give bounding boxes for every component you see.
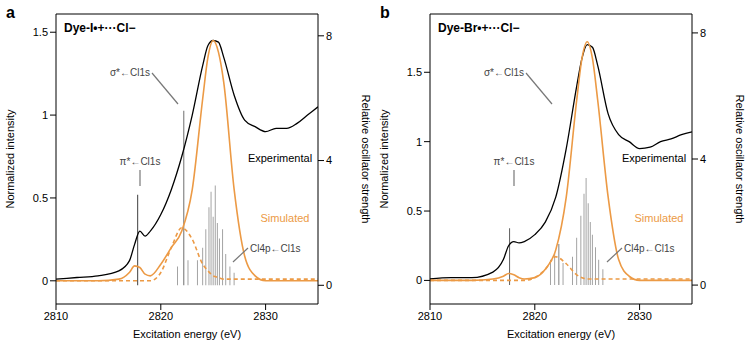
svg-text:0: 0 bbox=[416, 274, 422, 286]
svg-text:0.5: 0.5 bbox=[407, 205, 422, 217]
svg-text:4: 4 bbox=[326, 154, 332, 166]
svg-text:2810: 2810 bbox=[44, 310, 68, 322]
svg-text:2820: 2820 bbox=[523, 310, 547, 322]
svg-text:Excitation energy (eV): Excitation energy (eV) bbox=[507, 328, 615, 340]
svg-text:Relative oscillator strength: Relative oscillator strength bbox=[734, 94, 746, 223]
svg-text:Simulated: Simulated bbox=[635, 212, 684, 224]
svg-text:2830: 2830 bbox=[253, 310, 277, 322]
svg-text:4: 4 bbox=[700, 153, 706, 165]
svg-text:Cl4p←Cl1s: Cl4p←Cl1s bbox=[624, 243, 675, 254]
svg-text:8: 8 bbox=[700, 27, 706, 39]
svg-text:Relative oscillator strength: Relative oscillator strength bbox=[360, 94, 372, 223]
svg-text:2820: 2820 bbox=[149, 310, 173, 322]
svg-text:0: 0 bbox=[326, 279, 332, 291]
svg-text:π*←Cl1s: π*←Cl1s bbox=[494, 156, 535, 167]
svg-text:0.5: 0.5 bbox=[33, 192, 48, 204]
svg-text:π*←Cl1s: π*←Cl1s bbox=[120, 156, 161, 167]
svg-text:Experimental: Experimental bbox=[622, 152, 686, 164]
svg-text:2810: 2810 bbox=[418, 310, 442, 322]
svg-text:Dye-I•+···Cl−: Dye-I•+···Cl− bbox=[64, 21, 136, 35]
svg-text:1: 1 bbox=[42, 109, 48, 121]
svg-text:8: 8 bbox=[326, 30, 332, 42]
svg-text:Dye-Br•+···Cl−: Dye-Br•+···Cl− bbox=[438, 21, 520, 35]
svg-text:Cl4p←Cl1s: Cl4p←Cl1s bbox=[250, 243, 301, 254]
svg-text:Experimental: Experimental bbox=[248, 152, 312, 164]
svg-text:Simulated: Simulated bbox=[261, 212, 310, 224]
svg-text:σ*←Cl1s: σ*←Cl1s bbox=[110, 67, 150, 78]
svg-text:0: 0 bbox=[700, 279, 706, 291]
svg-text:Normalized intensity: Normalized intensity bbox=[4, 109, 16, 209]
svg-text:Normalized intensity: Normalized intensity bbox=[378, 109, 390, 209]
svg-text:1.5: 1.5 bbox=[407, 66, 422, 78]
svg-text:2830: 2830 bbox=[627, 310, 651, 322]
svg-text:1: 1 bbox=[416, 136, 422, 148]
svg-text:1.5: 1.5 bbox=[33, 26, 48, 38]
svg-text:σ*←Cl1s: σ*←Cl1s bbox=[484, 67, 524, 78]
svg-text:a: a bbox=[6, 4, 15, 21]
svg-text:0: 0 bbox=[42, 275, 48, 287]
svg-text:Excitation energy (eV): Excitation energy (eV) bbox=[133, 328, 241, 340]
svg-text:b: b bbox=[380, 4, 390, 21]
